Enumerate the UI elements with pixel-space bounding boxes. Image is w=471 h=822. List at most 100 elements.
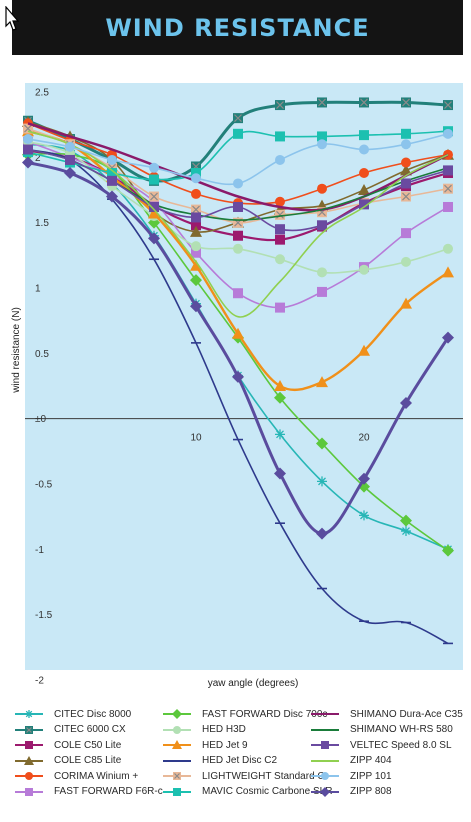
data-point xyxy=(443,243,453,254)
data-point xyxy=(191,204,201,215)
data-point xyxy=(401,228,411,239)
data-point xyxy=(191,241,201,252)
legend-item: CORIMA Winium + xyxy=(14,769,138,783)
legend-swatch xyxy=(311,713,339,715)
data-point xyxy=(233,288,243,299)
x-tick-label: 10 xyxy=(190,433,202,444)
data-point xyxy=(401,191,411,202)
data-point xyxy=(65,154,75,165)
data-point xyxy=(401,139,411,150)
y-axis-label: wind resistance (N) xyxy=(11,307,22,394)
data-point xyxy=(172,709,182,719)
y-tick-label: 0.5 xyxy=(35,349,49,360)
legend-swatch xyxy=(15,772,43,780)
data-point xyxy=(232,370,244,383)
data-point xyxy=(191,220,201,231)
data-point xyxy=(443,201,453,212)
data-point xyxy=(401,128,411,139)
series-zipp-808 xyxy=(22,156,454,540)
data-point xyxy=(320,786,330,797)
legend-swatch xyxy=(15,741,43,749)
data-point xyxy=(25,772,33,780)
data-point xyxy=(173,787,181,796)
legend-swatch xyxy=(163,787,191,796)
data-point xyxy=(23,144,33,155)
data-point xyxy=(359,264,369,275)
series-zipp-101 xyxy=(23,128,453,189)
data-point xyxy=(25,787,33,796)
data-point xyxy=(275,429,285,440)
data-point xyxy=(190,259,202,271)
data-point xyxy=(191,247,201,258)
legend-label: ZIPP 404 xyxy=(350,755,392,766)
data-point xyxy=(443,100,453,111)
legend-swatch xyxy=(15,710,43,718)
data-point xyxy=(275,196,285,207)
y-tick-label: 2.5 xyxy=(35,88,49,99)
data-point xyxy=(316,437,328,450)
legend-swatch xyxy=(163,725,191,734)
legend-swatch xyxy=(163,772,191,780)
legend-item: SHIMANO WH-RS 580 xyxy=(310,723,453,737)
legend-swatch xyxy=(15,725,43,734)
data-point xyxy=(401,157,411,168)
data-point xyxy=(107,175,117,186)
legend-label: MAVIC Cosmic Carbone SLR xyxy=(202,786,333,797)
data-point xyxy=(317,220,327,231)
legend-item: HED H3D xyxy=(162,723,246,737)
y-tick-label: ±0 xyxy=(35,414,46,425)
legend-label: FAST FORWARD F6R-c xyxy=(54,786,163,797)
data-point xyxy=(107,154,117,165)
data-point xyxy=(359,199,369,210)
data-point xyxy=(233,201,243,212)
data-point xyxy=(359,130,369,141)
y-tick-label: 2 xyxy=(35,153,41,164)
data-point xyxy=(233,243,243,254)
data-point xyxy=(400,164,412,176)
legend-label: COLE C85 Lite xyxy=(54,755,122,766)
data-point xyxy=(400,514,412,527)
data-point xyxy=(321,741,329,749)
legend-item: CITEC Disc 8000 xyxy=(14,707,131,721)
data-point xyxy=(401,178,411,189)
data-point xyxy=(65,141,75,152)
series-zipp-404 xyxy=(27,130,449,318)
legend-label: FAST FORWARD Disc 700c xyxy=(202,708,328,720)
legend-swatch xyxy=(311,741,339,749)
legend-item: ZIPP 404 xyxy=(310,754,392,768)
data-point xyxy=(190,300,202,313)
data-point xyxy=(275,224,285,235)
data-point xyxy=(149,196,159,207)
data-point xyxy=(191,173,201,184)
data-point xyxy=(317,97,327,108)
data-point xyxy=(274,380,286,391)
data-point xyxy=(106,190,118,203)
data-point xyxy=(317,131,327,142)
data-point xyxy=(317,476,327,487)
data-point xyxy=(443,128,453,139)
data-point xyxy=(173,772,181,780)
data-point xyxy=(23,123,33,134)
data-point xyxy=(233,217,243,228)
data-point xyxy=(321,772,329,780)
legend-label: COLE C50 Lite xyxy=(54,739,122,751)
data-point xyxy=(359,144,369,155)
y-tick-label: 1.5 xyxy=(35,218,49,229)
legend-label: HED Jet 9 xyxy=(202,739,248,751)
page-title: WIND RESISTANCE xyxy=(105,13,370,42)
data-point xyxy=(401,256,411,267)
data-point xyxy=(25,741,33,749)
legend-label: HED Jet Disc C2 xyxy=(202,755,278,766)
data-point xyxy=(443,165,453,176)
legend-item: LIGHTWEIGHT Standard C xyxy=(162,769,325,783)
legend-label: ZIPP 808 xyxy=(350,786,392,797)
y-tick-label: -2 xyxy=(35,676,44,687)
data-point xyxy=(149,174,159,185)
data-point xyxy=(274,467,286,480)
series-line xyxy=(27,130,449,318)
data-point xyxy=(149,191,159,202)
data-point xyxy=(317,286,327,297)
legend-item: ZIPP 808 xyxy=(310,785,392,799)
y-tick-label: 1 xyxy=(35,284,41,295)
legend-item: HED Jet Disc C2 xyxy=(162,754,277,768)
